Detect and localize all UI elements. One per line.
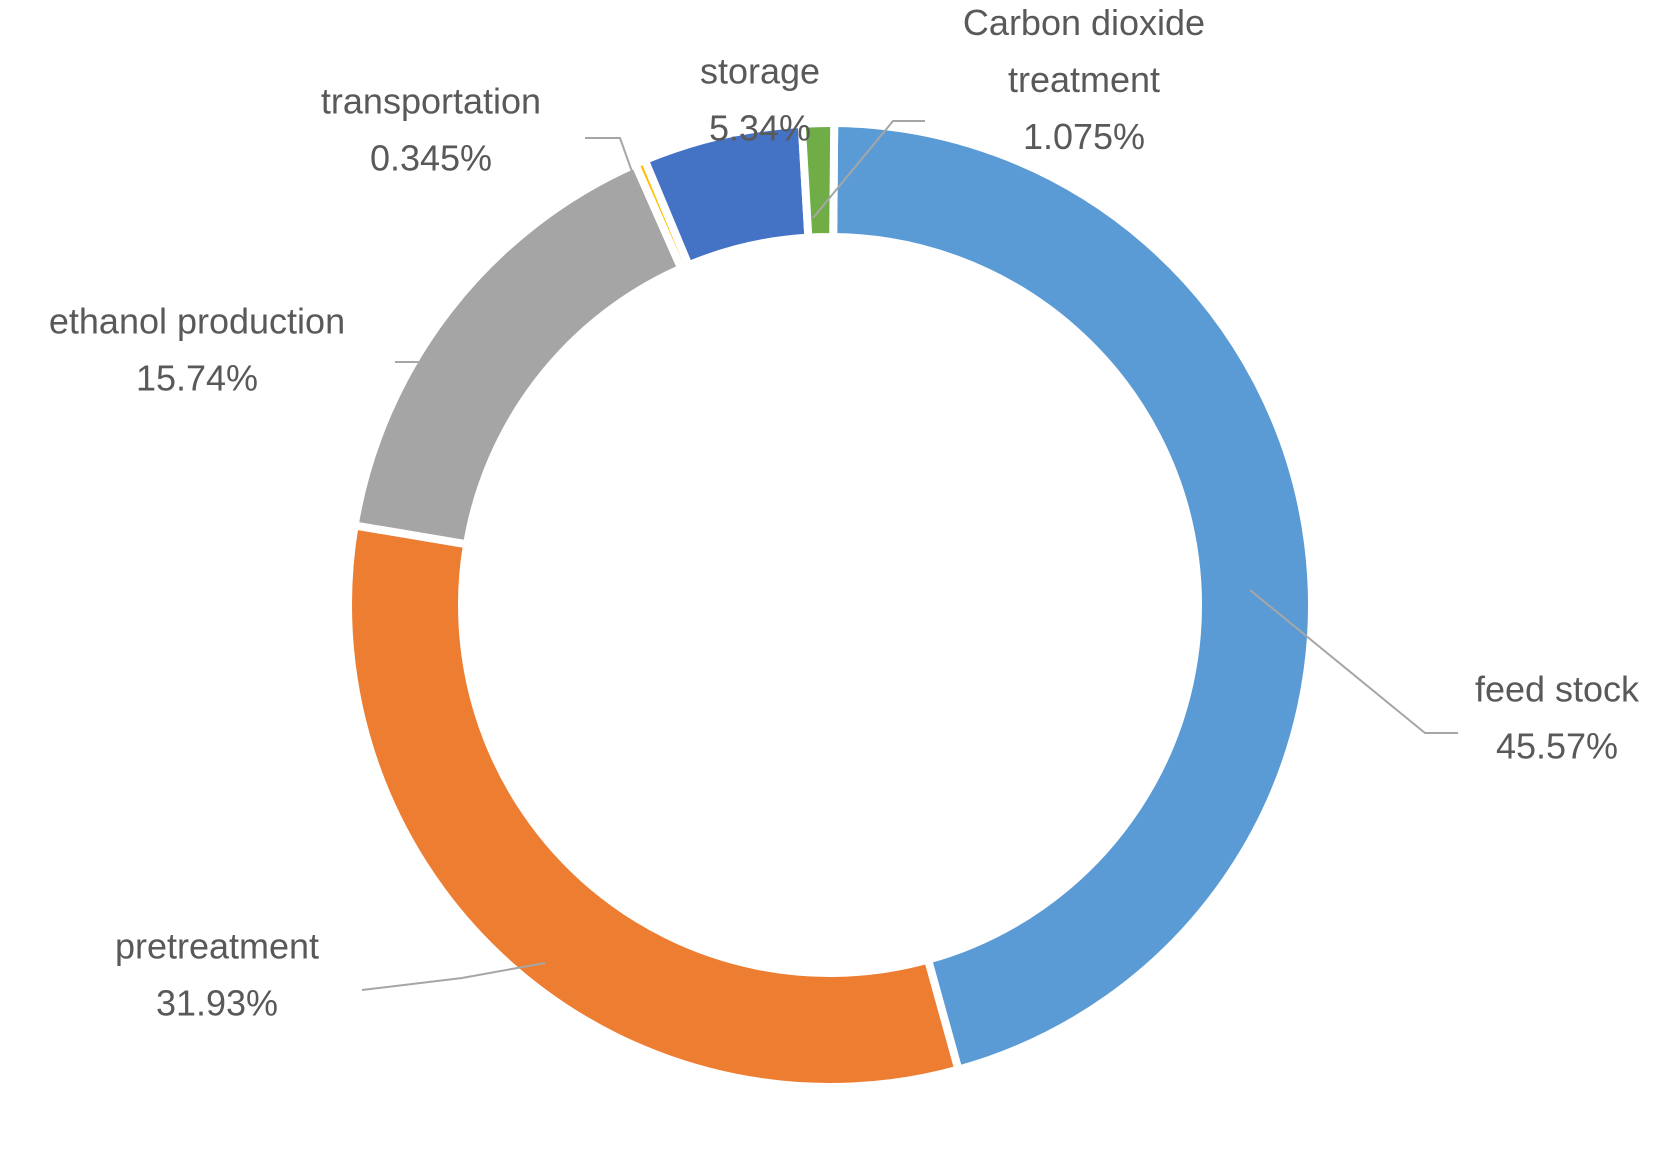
data-label-category: feed stock (1475, 669, 1640, 710)
data-label-category: pretreatment (115, 926, 319, 967)
slice-feed-stock (829, 118, 1316, 1075)
slice-carbon-dioxide-treatment (797, 119, 839, 242)
data-label-ethanol-production: ethanol production 15.74% (49, 301, 345, 399)
data-label-value: 5.34% (709, 108, 811, 149)
data-label-value: 15.74% (136, 358, 258, 399)
data-label-category: Carbon dioxide (963, 2, 1205, 43)
data-label-pretreatment: pretreatment 31.93% (115, 926, 319, 1024)
data-label-value: 1.075% (1023, 116, 1145, 157)
leader-line-carbon-dioxide-treatment (812, 120, 925, 219)
data-label-carbon-dioxide-treatment: Carbon dioxide treatment 1.075% (963, 2, 1205, 157)
data-label-value: 0.345% (370, 138, 492, 179)
data-label-category: transportation (321, 81, 541, 122)
data-label-feed-stock: feed stock 45.57% (1475, 669, 1640, 767)
data-label-category: treatment (1008, 59, 1160, 100)
data-label-value: 45.57% (1496, 726, 1618, 767)
data-label-category: storage (700, 51, 820, 92)
leader-line-transportation (585, 137, 651, 223)
data-label-category: ethanol production (49, 301, 345, 342)
slice-pretreatment (344, 520, 964, 1091)
data-label-transportation: transportation 0.345% (321, 81, 541, 179)
leader-lines-layer (361, 120, 1458, 991)
data-labels-layer: feed stock 45.57% pretreatment 31.93% ethano… (49, 2, 1640, 1024)
leader-line-pretreatment (361, 962, 546, 991)
slice-ethanol-production (350, 158, 687, 549)
leader-line-feed-stock (1249, 589, 1458, 734)
leader-line-ethanol-production (395, 361, 433, 371)
data-label-storage: storage 5.34% (700, 51, 820, 149)
slices-layer (344, 118, 1316, 1091)
data-label-value: 31.93% (156, 983, 278, 1024)
